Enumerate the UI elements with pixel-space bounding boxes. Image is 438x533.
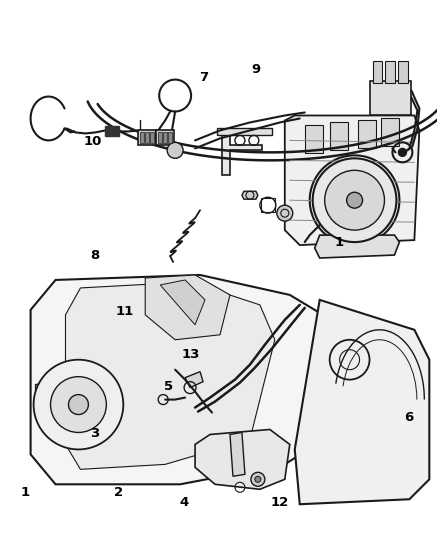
Text: 11: 11 — [116, 305, 134, 318]
Circle shape — [399, 148, 406, 156]
Polygon shape — [185, 372, 203, 387]
Circle shape — [325, 171, 385, 230]
Text: 4: 4 — [180, 496, 189, 510]
Bar — [138, 131, 156, 146]
Bar — [385, 61, 396, 83]
Bar — [140, 132, 144, 143]
Polygon shape — [145, 275, 230, 340]
Circle shape — [68, 394, 88, 415]
Bar — [399, 61, 408, 83]
Bar — [106, 126, 119, 136]
Text: 3: 3 — [90, 427, 99, 440]
Bar — [158, 132, 162, 143]
Polygon shape — [66, 282, 275, 470]
Text: 8: 8 — [90, 249, 99, 262]
Polygon shape — [242, 191, 258, 199]
Bar — [145, 132, 149, 143]
Bar — [372, 61, 382, 83]
Text: 6: 6 — [404, 411, 413, 424]
Circle shape — [34, 360, 124, 449]
Polygon shape — [195, 430, 290, 489]
Circle shape — [167, 142, 183, 158]
Bar — [330, 123, 348, 150]
Text: 10: 10 — [83, 135, 102, 148]
Circle shape — [255, 477, 261, 482]
Polygon shape — [285, 116, 419, 245]
Text: 13: 13 — [181, 348, 200, 361]
Polygon shape — [31, 275, 339, 484]
Circle shape — [313, 158, 396, 242]
Circle shape — [251, 472, 265, 486]
Text: 1: 1 — [20, 486, 29, 499]
Text: 2: 2 — [114, 486, 123, 499]
Text: 12: 12 — [271, 496, 289, 510]
Text: 5: 5 — [164, 379, 173, 392]
Text: 1: 1 — [335, 236, 344, 249]
Circle shape — [346, 192, 363, 208]
Circle shape — [277, 205, 293, 221]
Polygon shape — [314, 235, 399, 258]
Bar — [357, 120, 375, 148]
Bar — [305, 125, 323, 154]
Polygon shape — [295, 300, 429, 504]
Circle shape — [50, 377, 106, 432]
Bar — [163, 132, 167, 143]
Text: 7: 7 — [199, 71, 208, 84]
Bar — [156, 131, 174, 146]
Bar — [381, 118, 399, 147]
Polygon shape — [230, 432, 245, 477]
Bar — [370, 80, 411, 116]
Bar — [150, 132, 154, 143]
Polygon shape — [217, 128, 272, 135]
Polygon shape — [222, 131, 262, 175]
Text: 9: 9 — [251, 63, 261, 76]
Polygon shape — [35, 378, 78, 427]
Polygon shape — [160, 280, 205, 325]
Bar — [168, 132, 172, 143]
